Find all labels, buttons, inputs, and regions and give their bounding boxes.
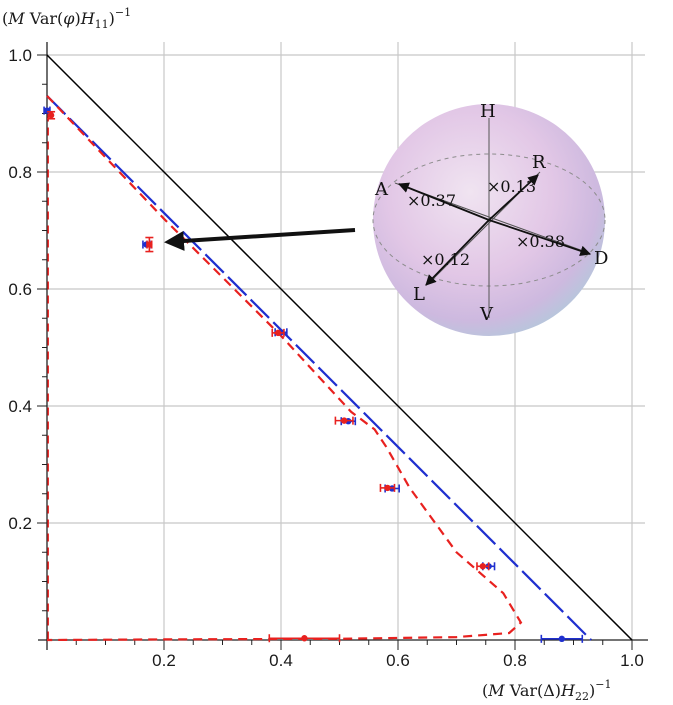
vector-l: [425, 219, 490, 286]
series-line-long-dash: [46, 95, 592, 641]
pole-label-a: A: [374, 179, 389, 200]
weight-label-d: ×0.38: [516, 232, 565, 251]
y-tick-label: 0.4: [8, 397, 32, 416]
y-tick-label: 0.6: [8, 280, 32, 299]
pointer-arrow: [164, 228, 356, 251]
bloch-sphere-inset: H V D A R L ×0.37 ×0.13 ×0.38 ×0.12: [372, 101, 608, 336]
x-tick-label: 0.8: [503, 651, 527, 670]
series-line-short-dash: [46, 95, 523, 642]
pole-label-h: H: [480, 101, 496, 122]
red-data-point: [301, 635, 308, 642]
red-data-point: [146, 241, 153, 248]
blue-data-point: [558, 635, 565, 643]
y-tick-label: 0.8: [8, 163, 32, 182]
weight-label-a: ×0.37: [407, 191, 456, 210]
pole-label-v: V: [479, 304, 494, 325]
series-line-solid: [46, 54, 633, 641]
x-axis-label: (M Var(Δ)H22)−1: [482, 678, 611, 703]
series-lines: [46, 54, 633, 642]
vector-r: [488, 174, 539, 221]
x-tick-label: 0.2: [152, 651, 176, 670]
weight-label-r: ×0.13: [487, 177, 536, 196]
x-tick-label: 0.4: [269, 651, 293, 670]
y-tick-label: 1.0: [8, 46, 32, 65]
red-data-point: [479, 563, 487, 570]
pole-label-l: L: [413, 284, 425, 305]
vector-d: [488, 219, 592, 257]
x-tick-label: 0.6: [386, 651, 410, 670]
data-points: [43, 106, 584, 643]
red-data-point: [274, 329, 282, 337]
red-data-point: [384, 484, 391, 492]
pole-label-d: D: [594, 248, 608, 269]
vector-a: [397, 182, 490, 221]
x-tick-label: 1.0: [620, 651, 644, 670]
y-axis-label: (M Var(φ)H11)−1: [2, 6, 131, 31]
red-data-point: [47, 112, 55, 119]
red-data-point: [340, 417, 348, 424]
y-tick-label: 0.2: [8, 514, 32, 533]
pole-label-r: R: [532, 152, 546, 173]
weight-label-l: ×0.12: [421, 250, 470, 269]
